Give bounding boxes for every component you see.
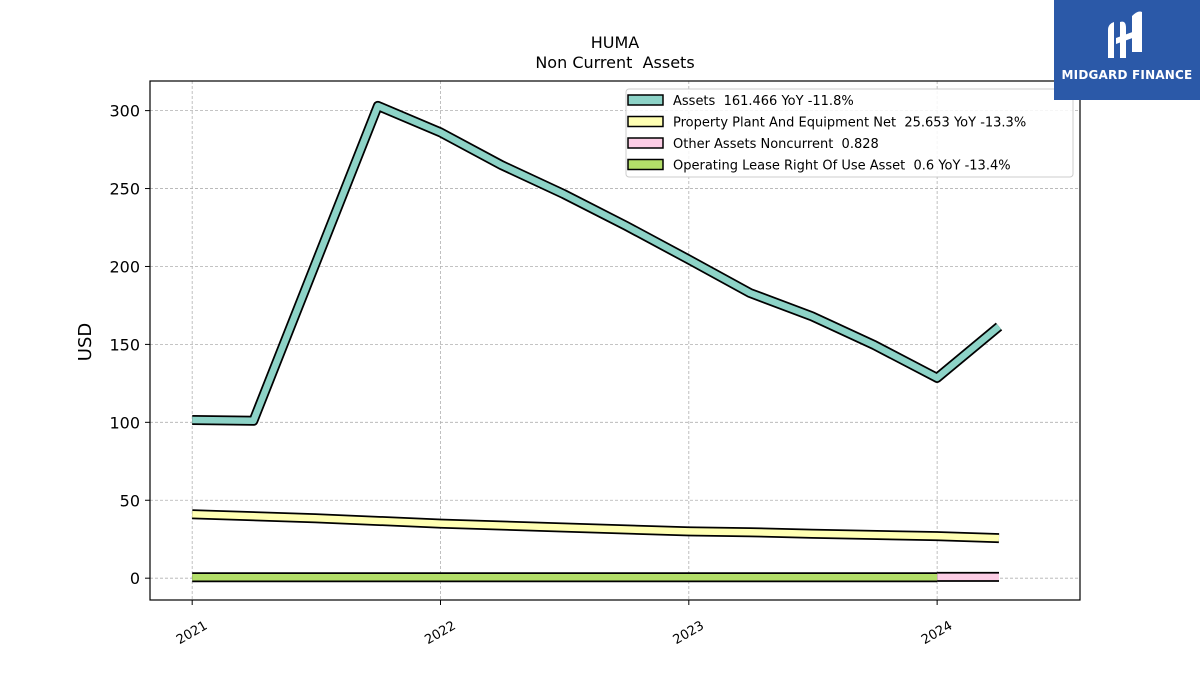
y-axis-label: USD: [75, 323, 96, 361]
legend-swatch-1: [627, 115, 664, 128]
y-axis: 0 50 100 150 200 250 300: [109, 102, 150, 588]
y-tick-label: 200: [109, 257, 140, 276]
legend: Assets 161.466 YoY -11.8% Property Plant …: [625, 88, 1074, 178]
chart-title: HUMA: [591, 33, 640, 52]
midgard-finance-logo: MIDGARD FINANCE: [1054, 0, 1200, 100]
x-tick-label: 2024: [919, 618, 955, 648]
legend-swatch-3: [627, 158, 664, 171]
y-tick-label: 150: [109, 335, 140, 354]
y-tick-label: 0: [130, 569, 140, 588]
x-tick-label: 2021: [174, 618, 210, 648]
brand-name: MIDGARD FINANCE: [1061, 68, 1193, 82]
midgard-logo-icon: [1108, 11, 1142, 59]
x-axis: 2021 2022 2023 2024: [174, 600, 955, 648]
legend-box: [625, 88, 1074, 178]
y-tick-label: 50: [120, 491, 140, 510]
series-group: [192, 100, 1003, 583]
x-tick-label: 2023: [671, 618, 707, 648]
chart-subtitle: Non Current Assets: [535, 53, 694, 72]
legend-label-2: Other Assets Noncurrent 0.828: [673, 137, 879, 152]
plot-frame: [149, 80, 1081, 601]
y-tick-label: 250: [109, 180, 140, 199]
legend-label-0: Assets 161.466 YoY -11.8%: [673, 94, 854, 109]
legend-swatch-0: [627, 94, 664, 106]
y-tick-label: 300: [109, 102, 140, 121]
x-tick-label: 2022: [422, 618, 458, 648]
y-tick-label: 100: [109, 413, 140, 432]
legend-label-3: Operating Lease Right Of Use Asset 0.6 Y…: [673, 159, 1011, 174]
series-line-1: [192, 511, 1000, 542]
legend-swatch-2: [627, 137, 664, 149]
series-line-0: [192, 102, 1002, 425]
legend-label-1: Property Plant And Equipment Net 25.653 …: [673, 116, 1026, 131]
